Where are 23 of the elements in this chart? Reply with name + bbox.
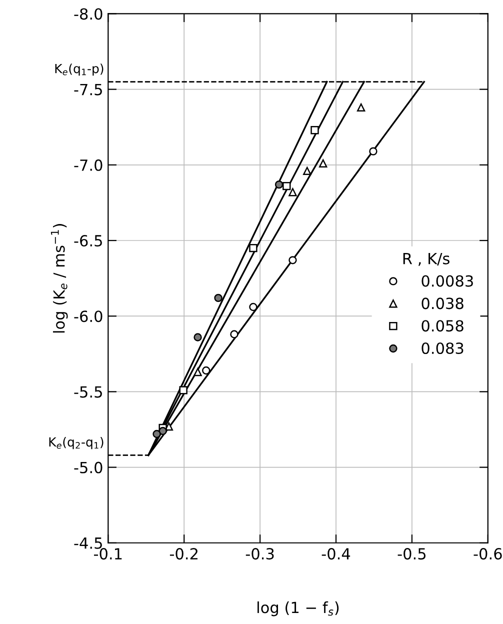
legend-label: 0.038	[422, 298, 464, 310]
legend-title: R , K/s	[403, 252, 450, 266]
legend-label: 0.058	[422, 320, 464, 332]
y-tick-label: -7.5	[74, 84, 102, 96]
x-tick-label: -0.5	[398, 548, 426, 560]
y-tick-label: -6.0	[74, 310, 102, 322]
y-axis-title: log (K$_{e}$ / ms$^{−1}$)	[50, 224, 68, 333]
y-tick-label: -6.5	[74, 234, 102, 247]
y-tick-label: -5.5	[74, 386, 102, 398]
x-tick-label: -0.3	[246, 548, 274, 560]
x-axis-title: log (1 − f$_{s}$)	[258, 601, 339, 616]
y-tick-label: -5.0	[74, 462, 102, 474]
x-tick-label: -0.6	[474, 548, 502, 560]
ref-line-label: K$_{e}$(q$_{2}$-q$_{1}$)	[49, 437, 104, 450]
x-tick-label: -0.4	[322, 548, 350, 560]
y-tick-label: -7.0	[74, 159, 102, 171]
ref-line-label: K$_{e}$(q$_{1}$-p)	[55, 64, 104, 76]
x-tick-label: -0.2	[170, 548, 198, 560]
legend-label: 0.0083	[422, 275, 473, 287]
y-tick-label: -4.5	[74, 538, 102, 549]
legend-label: 0.083	[422, 342, 464, 354]
y-tick-label: -8.0	[74, 8, 102, 20]
x-tick-label: -0.1	[94, 548, 122, 560]
